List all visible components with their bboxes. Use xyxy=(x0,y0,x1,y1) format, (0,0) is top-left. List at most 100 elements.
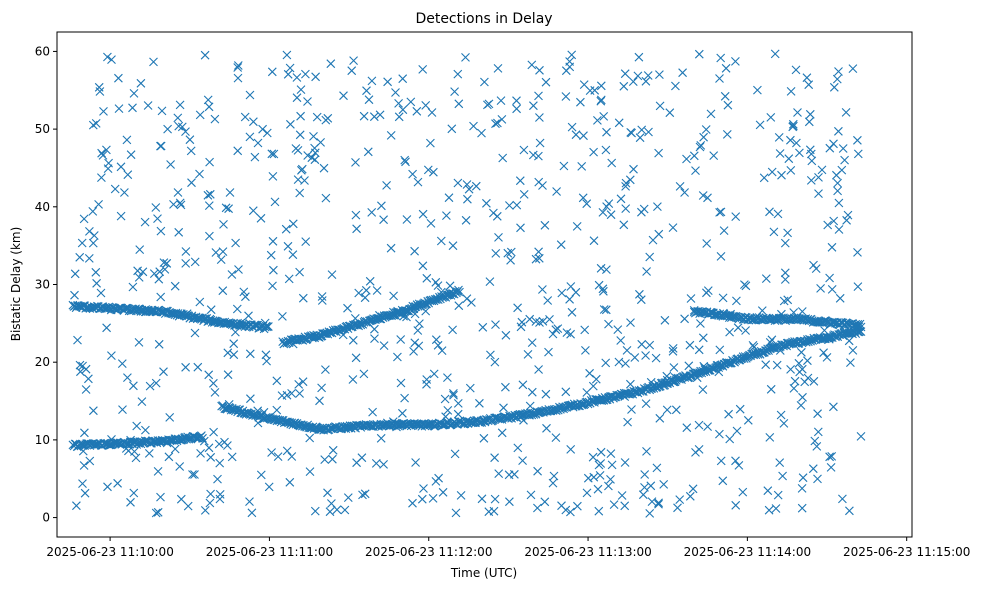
data-point xyxy=(498,153,508,163)
data-point xyxy=(443,406,453,415)
data-point xyxy=(409,347,418,356)
data-point xyxy=(491,249,501,258)
data-point xyxy=(81,385,91,394)
data-point xyxy=(200,506,210,515)
data-point xyxy=(579,131,588,141)
data-point xyxy=(84,374,93,384)
data-point xyxy=(606,210,616,220)
data-point xyxy=(114,73,123,83)
data-point xyxy=(834,198,844,208)
data-point xyxy=(654,229,664,239)
data-point xyxy=(484,507,494,517)
data-point xyxy=(813,474,822,484)
data-point xyxy=(453,69,463,79)
data-point xyxy=(166,160,175,169)
data-point xyxy=(604,481,613,491)
data-point xyxy=(349,56,358,65)
data-point xyxy=(809,260,818,270)
data-point xyxy=(534,177,544,187)
data-point xyxy=(807,156,817,166)
data-point xyxy=(621,204,631,213)
data-point xyxy=(621,182,630,191)
data-point xyxy=(816,284,825,293)
data-point xyxy=(776,410,786,420)
data-point xyxy=(814,173,823,182)
data-point xyxy=(808,336,818,345)
data-point xyxy=(531,254,541,264)
data-point xyxy=(637,125,647,135)
data-point xyxy=(205,231,214,241)
data-point xyxy=(170,444,180,454)
data-point xyxy=(296,85,306,94)
data-point xyxy=(128,282,138,292)
data-point xyxy=(643,71,653,80)
data-point xyxy=(292,73,302,82)
data-point xyxy=(137,397,147,406)
data-point xyxy=(761,274,771,283)
data-point xyxy=(326,59,336,69)
data-point xyxy=(343,303,352,313)
x-axis-label: Time (UTC) xyxy=(450,566,517,580)
data-point xyxy=(216,255,226,264)
x-tick-label: 2025-06-23 11:13:00 xyxy=(524,545,651,559)
data-point xyxy=(471,181,481,191)
data-point xyxy=(264,482,274,492)
data-point xyxy=(534,253,544,263)
data-point xyxy=(431,335,441,345)
data-point xyxy=(834,126,843,136)
data-point xyxy=(175,462,185,471)
data-point xyxy=(396,335,406,344)
data-point xyxy=(561,66,571,76)
data-point xyxy=(321,193,331,203)
data-point xyxy=(541,389,551,399)
data-point xyxy=(813,427,823,437)
data-point xyxy=(853,248,862,257)
data-point xyxy=(598,208,608,217)
data-point xyxy=(706,109,716,119)
data-point xyxy=(637,207,646,217)
data-point xyxy=(163,124,172,134)
data-point xyxy=(241,292,250,302)
data-point xyxy=(827,285,837,294)
data-point xyxy=(777,340,786,350)
data-point xyxy=(436,236,446,246)
data-point xyxy=(622,346,632,355)
data-point xyxy=(103,164,113,173)
data-point xyxy=(465,383,475,393)
data-point xyxy=(85,456,95,466)
data-point xyxy=(461,53,470,62)
data-point xyxy=(89,231,99,240)
data-point xyxy=(327,270,337,279)
data-point xyxy=(262,128,272,138)
data-point xyxy=(123,373,132,382)
data-point xyxy=(719,226,729,235)
data-point xyxy=(227,452,237,462)
data-point xyxy=(627,128,636,138)
data-point xyxy=(806,176,816,185)
data-point xyxy=(94,200,103,209)
data-point xyxy=(383,77,392,87)
data-point xyxy=(716,53,726,63)
data-point xyxy=(551,325,561,335)
data-point xyxy=(103,52,112,62)
data-point xyxy=(428,494,438,503)
data-point xyxy=(97,173,106,182)
data-point xyxy=(732,426,742,436)
data-point xyxy=(411,458,420,467)
data-point xyxy=(410,338,420,348)
data-point xyxy=(572,222,582,231)
data-point xyxy=(286,119,295,129)
data-point xyxy=(655,101,665,111)
data-point xyxy=(273,452,283,461)
data-point xyxy=(463,194,472,204)
data-point xyxy=(170,281,180,291)
data-point xyxy=(596,96,606,106)
data-point xyxy=(731,456,740,466)
data-point xyxy=(780,268,790,278)
data-point xyxy=(735,404,745,414)
data-point xyxy=(535,138,545,148)
data-point xyxy=(645,509,655,518)
data-point xyxy=(319,163,329,173)
data-point xyxy=(788,122,798,132)
data-point xyxy=(209,427,218,437)
